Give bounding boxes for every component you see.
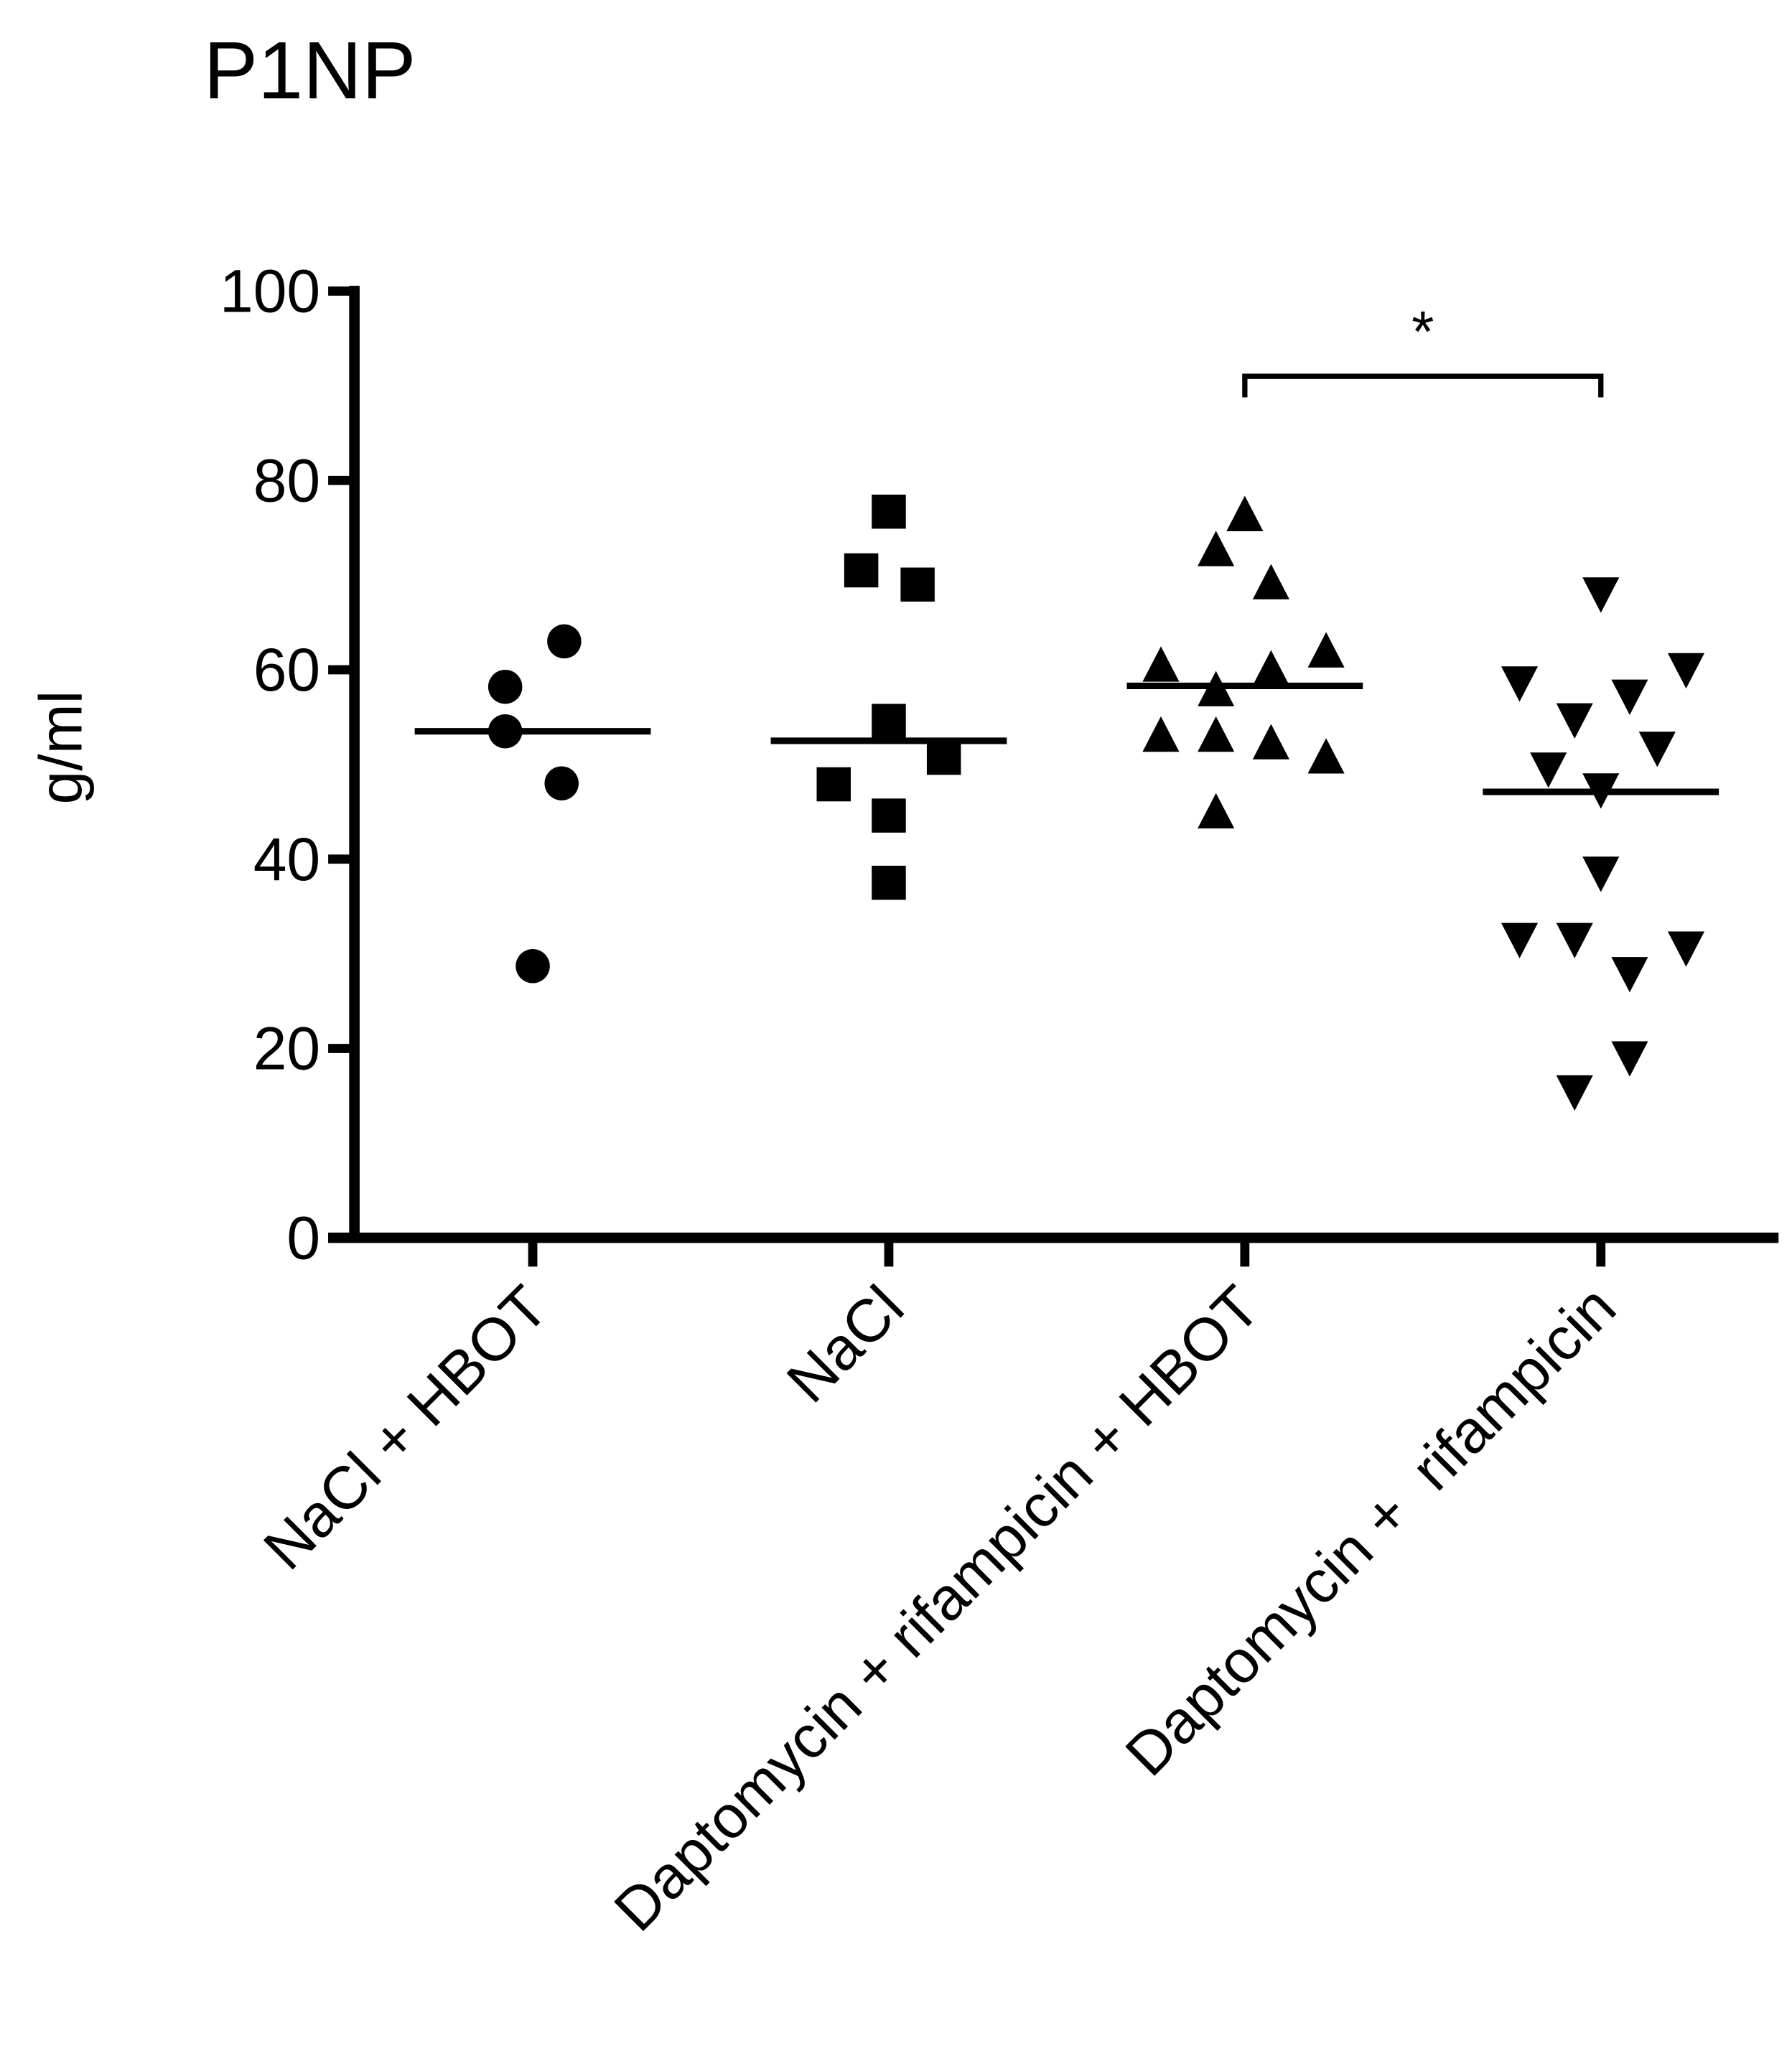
data-point bbox=[1611, 957, 1648, 993]
y-tick-label: 60 bbox=[253, 636, 320, 704]
y-tick-label: 0 bbox=[286, 1204, 320, 1271]
data-point bbox=[1198, 793, 1235, 829]
data-point bbox=[1667, 653, 1705, 689]
data-point bbox=[872, 704, 906, 738]
x-tick-label: Daptomycin + rifampicin + HBOT bbox=[601, 1273, 1272, 1944]
data-point bbox=[487, 669, 523, 704]
data-point bbox=[1582, 856, 1620, 892]
data-point bbox=[1530, 752, 1567, 788]
chart-title: P1NP bbox=[204, 24, 416, 116]
data-point bbox=[872, 495, 906, 529]
x-tick-label: NaCl bbox=[774, 1273, 917, 1416]
y-tick-label: 20 bbox=[253, 1015, 320, 1083]
data-point bbox=[1142, 646, 1180, 682]
data-point bbox=[926, 740, 961, 775]
data-point bbox=[872, 798, 906, 833]
data-point bbox=[1307, 632, 1345, 668]
data-point bbox=[1611, 679, 1648, 715]
data-point bbox=[1142, 716, 1180, 752]
data-point bbox=[1556, 703, 1593, 739]
data-point bbox=[1638, 732, 1676, 767]
data-point bbox=[1198, 531, 1235, 566]
data-point bbox=[872, 865, 906, 900]
data-point bbox=[1252, 724, 1289, 760]
y-tick-label: 40 bbox=[253, 826, 320, 893]
data-point bbox=[1252, 564, 1289, 599]
y-axis-label: g/ml bbox=[27, 691, 95, 805]
data-point bbox=[1501, 922, 1539, 958]
data-point bbox=[1307, 738, 1345, 774]
y-tick-label: 100 bbox=[220, 258, 320, 325]
data-point bbox=[1667, 931, 1705, 967]
data-point bbox=[1611, 1041, 1648, 1077]
significance-bracket bbox=[1242, 373, 1604, 398]
data-point bbox=[515, 949, 550, 983]
data-point bbox=[547, 624, 582, 659]
significance-label: * bbox=[1411, 300, 1434, 365]
data-point bbox=[1501, 666, 1539, 702]
data-point bbox=[1556, 922, 1593, 958]
data-point bbox=[1582, 577, 1620, 613]
x-tick-label: NaCl + HBOT bbox=[251, 1273, 560, 1582]
data-point bbox=[844, 553, 879, 588]
data-point bbox=[544, 766, 579, 800]
data-point bbox=[1556, 1075, 1593, 1111]
y-tick-label: 80 bbox=[253, 447, 320, 514]
data-point bbox=[816, 767, 851, 802]
data-point bbox=[1252, 650, 1289, 686]
data-point bbox=[900, 567, 935, 602]
data-point bbox=[1198, 716, 1235, 752]
data-point bbox=[1226, 495, 1264, 531]
